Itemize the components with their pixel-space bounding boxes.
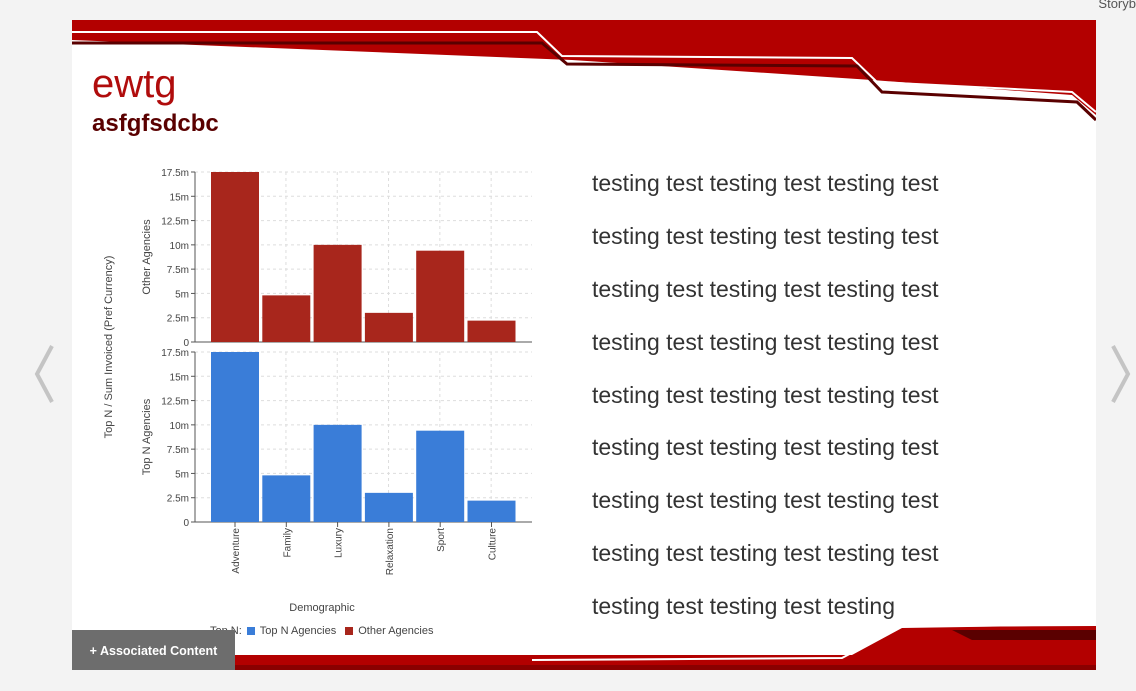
bar (211, 352, 259, 522)
y-tick-label: 17.5m (161, 168, 189, 179)
text-line: testing test testing test testing (592, 593, 895, 620)
y-tick-label: 7.5m (167, 445, 189, 456)
y-tick-label: 10m (170, 241, 189, 252)
bar (262, 295, 311, 342)
panel-axis-label: Other Agencies (141, 219, 153, 295)
x-tick-label: Family (282, 528, 293, 557)
x-axis-title: Demographic (289, 602, 355, 614)
bar (211, 172, 259, 342)
y-tick-label: 0 (183, 518, 189, 529)
y-tick-label: 17.5m (161, 348, 189, 359)
y-tick-label: 0 (183, 338, 189, 349)
app-brand: Storyb (1098, 0, 1136, 11)
bar (364, 492, 413, 522)
legend-swatch-other (345, 627, 354, 635)
text-line: testing test testing test testing test (592, 487, 939, 514)
x-tick-label: Relaxation (385, 528, 396, 575)
y-tick-label: 12.5m (161, 217, 189, 228)
text-line: testing test testing test testing test (592, 328, 939, 355)
slide-text-block: testing test testing test testing test t… (592, 172, 1072, 648)
y-tick-label: 10m (170, 421, 189, 432)
bar (416, 430, 465, 522)
bar (313, 424, 362, 522)
y-tick-label: 2.5m (167, 314, 189, 325)
y-tick-label: 15m (170, 372, 189, 383)
bar (467, 320, 516, 342)
chevron-right-icon (1111, 345, 1131, 403)
legend-swatch-top-n (246, 627, 255, 635)
bar-chart: 0 2.5m 5m 7.5m 10m 12.5m 15m 17.5m Other Agencie… (103, 168, 532, 614)
x-tick-label: Culture (488, 528, 499, 561)
chart-legend: Top N: Top N Agencies Other Agencies (210, 625, 433, 637)
text-line: testing test testing test testing test (592, 222, 939, 249)
slide-decoration (72, 20, 1096, 670)
y-axis-title: Top N / Sum Invoiced (Pref Currency) (103, 256, 115, 439)
legend-label-top-n: Top N Agencies (259, 625, 337, 637)
panel-axis-label: Top N Agencies (141, 398, 153, 475)
bar (364, 312, 413, 342)
bar (262, 475, 311, 522)
bar (416, 250, 465, 342)
y-tick-label: 5m (175, 289, 189, 300)
y-tick-label: 15m (170, 192, 189, 203)
associated-content-button[interactable]: + Associated Content (72, 630, 235, 670)
slide-title: ewtg (92, 62, 177, 106)
text-line: testing test testing test testing test (592, 275, 939, 302)
slide-subtitle: asfgfsdcbc (92, 110, 219, 137)
y-tick-label: 12.5m (161, 397, 189, 408)
y-tick-label: 7.5m (167, 265, 189, 276)
slide: ewtg asfgfsdcbc 0 2.5m 5m 7.5m 10m 12.5m 15m 17… (72, 20, 1096, 670)
y-tick-label: 2.5m (167, 494, 189, 505)
x-tick-label: Sport (436, 528, 447, 552)
text-line: testing test testing test testing test (592, 381, 939, 408)
legend-label-other: Other Agencies (358, 625, 434, 637)
x-tick-label: Adventure (231, 528, 242, 574)
text-line: testing test testing test testing test (592, 170, 939, 196)
bar (313, 244, 362, 342)
chevron-left-icon (34, 345, 54, 403)
bar (467, 500, 516, 522)
previous-slide-button[interactable] (33, 344, 55, 404)
text-line: testing test testing test testing test (592, 540, 939, 567)
x-tick-label: Luxury (334, 528, 345, 558)
text-line: testing test testing test testing test (592, 434, 939, 461)
y-tick-label: 5m (175, 469, 189, 480)
next-slide-button[interactable] (1110, 344, 1132, 404)
